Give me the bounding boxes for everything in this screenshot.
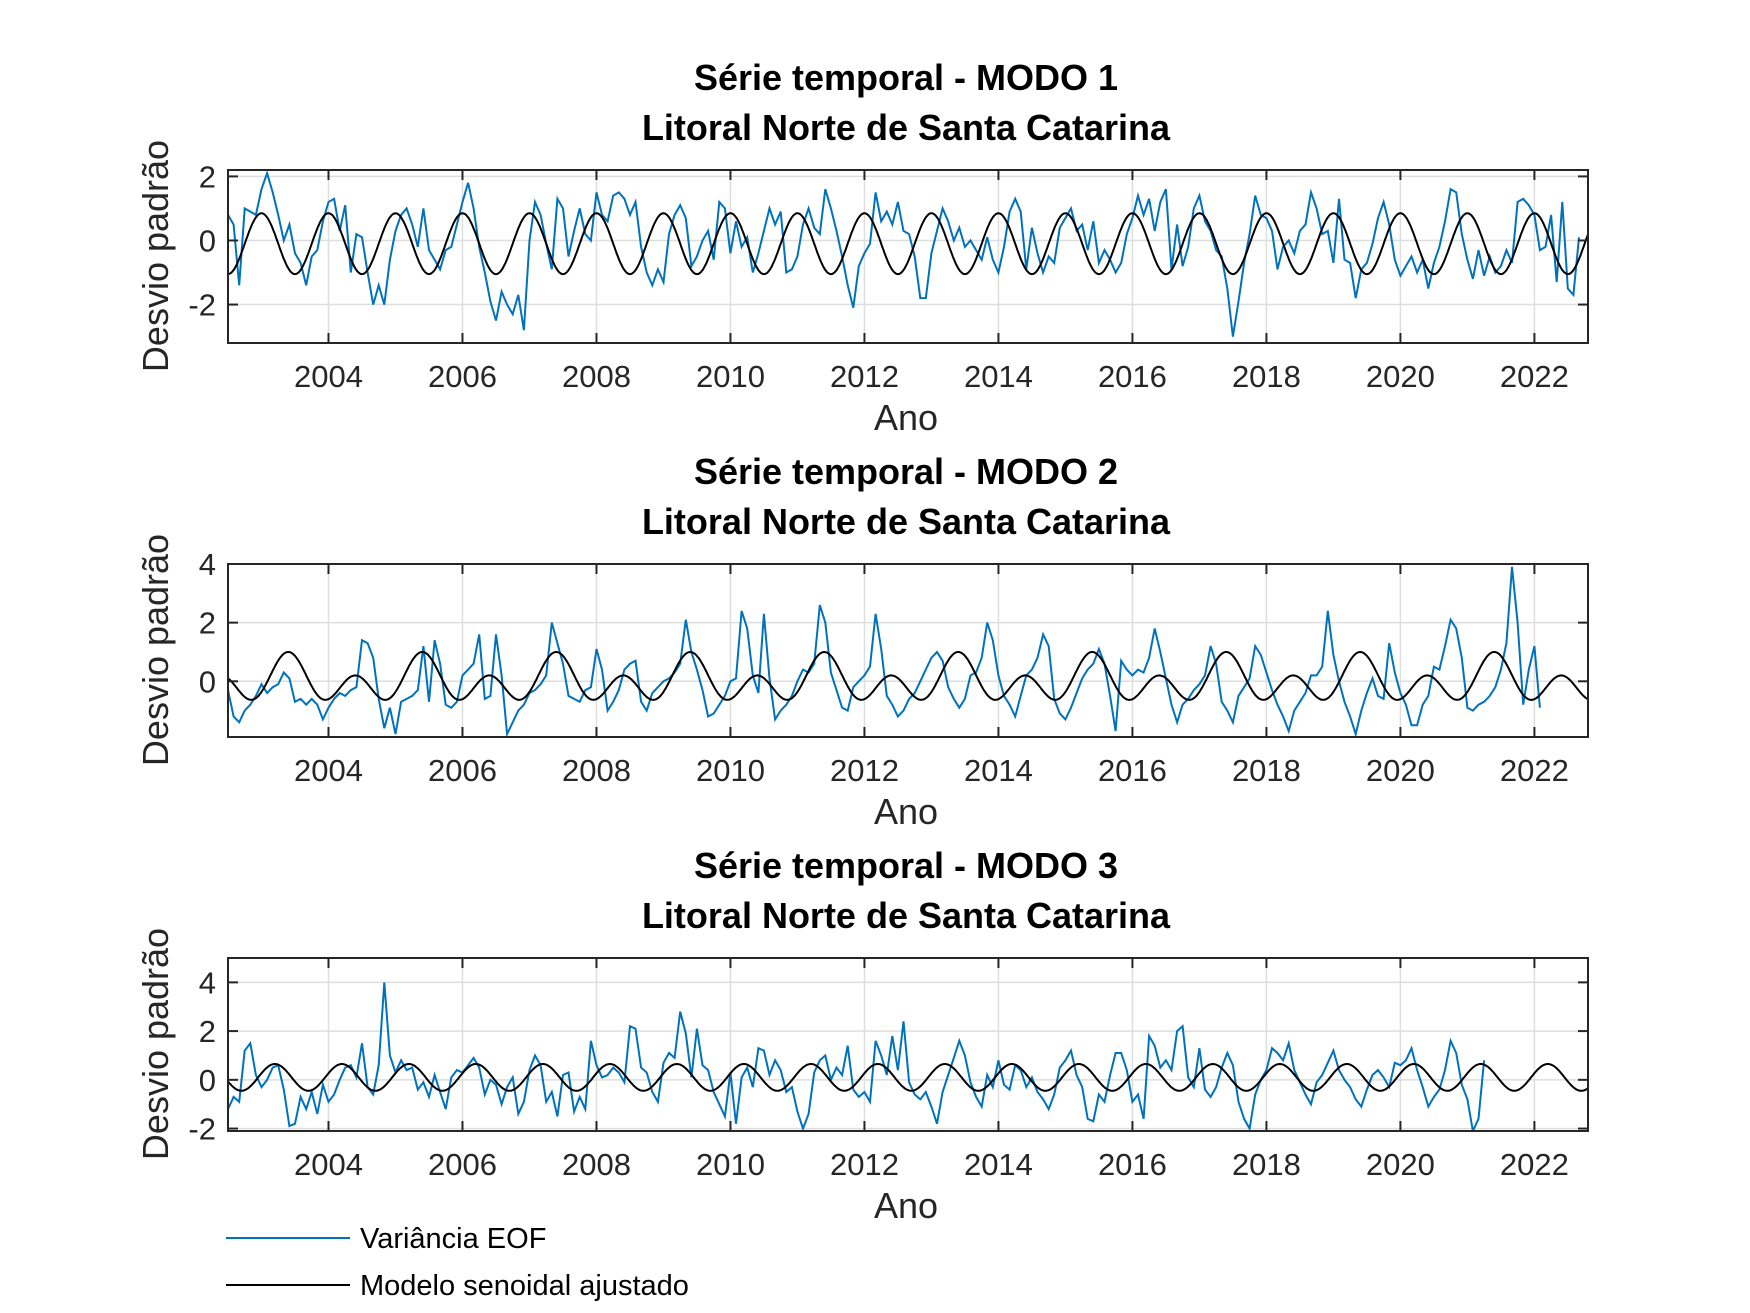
x-tick-label: 2012 [830,753,899,788]
x-tick-label: 2006 [428,753,497,788]
chart-subtitle: Litoral Norte de Santa Catarina [642,895,1171,936]
panel-2: Série temporal - MODO 2 Litoral Norte de … [135,451,1589,832]
x-tick-label: 2022 [1500,359,1569,394]
x-tick-label: 2012 [830,359,899,394]
x-tick-label: 2018 [1232,1147,1301,1182]
x-tick-label: 2010 [696,359,765,394]
y-axis-label: Desvio padrão [135,928,176,1160]
x-tick-label: 2010 [696,1147,765,1182]
x-tick-label: 2004 [294,753,363,788]
axes-frame [227,169,1589,344]
chart-subtitle: Litoral Norte de Santa Catarina [642,107,1171,148]
y-tick-label: 0 [199,664,216,699]
series-line-variancia-eof [228,170,1580,337]
legend-label: Modelo senoidal ajustado [360,1270,689,1302]
x-tick-label: 2016 [1098,359,1167,394]
y-tick-label: 0 [199,1063,216,1098]
x-tick-label: 2014 [964,1147,1033,1182]
x-tick-label: 2008 [562,359,631,394]
series-line-variancia-eof [228,566,1541,737]
panel-1: Série temporal - MODO 1 Litoral Norte de … [135,57,1589,438]
series-line-variancia-eof [228,982,1486,1131]
x-tick-label: 2018 [1232,359,1301,394]
x-tick-label: 2020 [1366,359,1435,394]
x-tick-label: 2014 [964,359,1033,394]
y-tick-label: -2 [188,288,216,323]
x-tick-label: 2006 [428,1147,497,1182]
y-axis-label: Desvio padrão [135,534,176,766]
x-tick-label: 2012 [830,1147,899,1182]
y-tick-label: 2 [199,606,216,641]
x-tick-label: 2016 [1098,1147,1167,1182]
x-tick-label: 2006 [428,359,497,394]
legend-label: Variância EOF [360,1223,546,1255]
x-tick-label: 2008 [562,753,631,788]
y-tick-label: 4 [199,547,216,582]
x-tick-label: 2016 [1098,753,1167,788]
x-axis-label: Ano [874,1185,938,1226]
chart-title: Série temporal - MODO 3 [694,845,1118,886]
x-tick-label: 2004 [294,359,363,394]
x-tick-label: 2020 [1366,1147,1435,1182]
x-tick-label: 2022 [1500,753,1569,788]
x-tick-label: 2022 [1500,1147,1569,1182]
chart-title: Série temporal - MODO 1 [694,57,1118,98]
chart-subtitle: Litoral Norte de Santa Catarina [642,501,1171,542]
y-tick-label: 0 [199,223,216,258]
axes-frame [227,563,1589,738]
series-line-modelo-senoidal [228,1062,1588,1092]
x-tick-label: 2018 [1232,753,1301,788]
y-tick-label: 2 [199,159,216,194]
y-axis-label: Desvio padrão [135,140,176,372]
chart-title: Série temporal - MODO 2 [694,451,1118,492]
y-tick-label: 4 [199,965,216,1000]
x-tick-label: 2010 [696,753,765,788]
axes-frame [227,957,1589,1132]
x-tick-label: 2004 [294,1147,363,1182]
x-tick-label: 2014 [964,753,1033,788]
x-tick-label: 2020 [1366,753,1435,788]
series-line-modelo-senoidal [228,212,1588,276]
x-axis-label: Ano [874,397,938,438]
x-axis-label: Ano [874,791,938,832]
series-line-modelo-senoidal [228,650,1588,701]
y-tick-label: -2 [188,1112,216,1147]
y-tick-label: 2 [199,1014,216,1049]
x-tick-label: 2008 [562,1147,631,1182]
panel-3: Série temporal - MODO 3 Litoral Norte de … [135,845,1589,1226]
legend: Variância EOF Modelo senoidal ajustado [226,1223,689,1302]
